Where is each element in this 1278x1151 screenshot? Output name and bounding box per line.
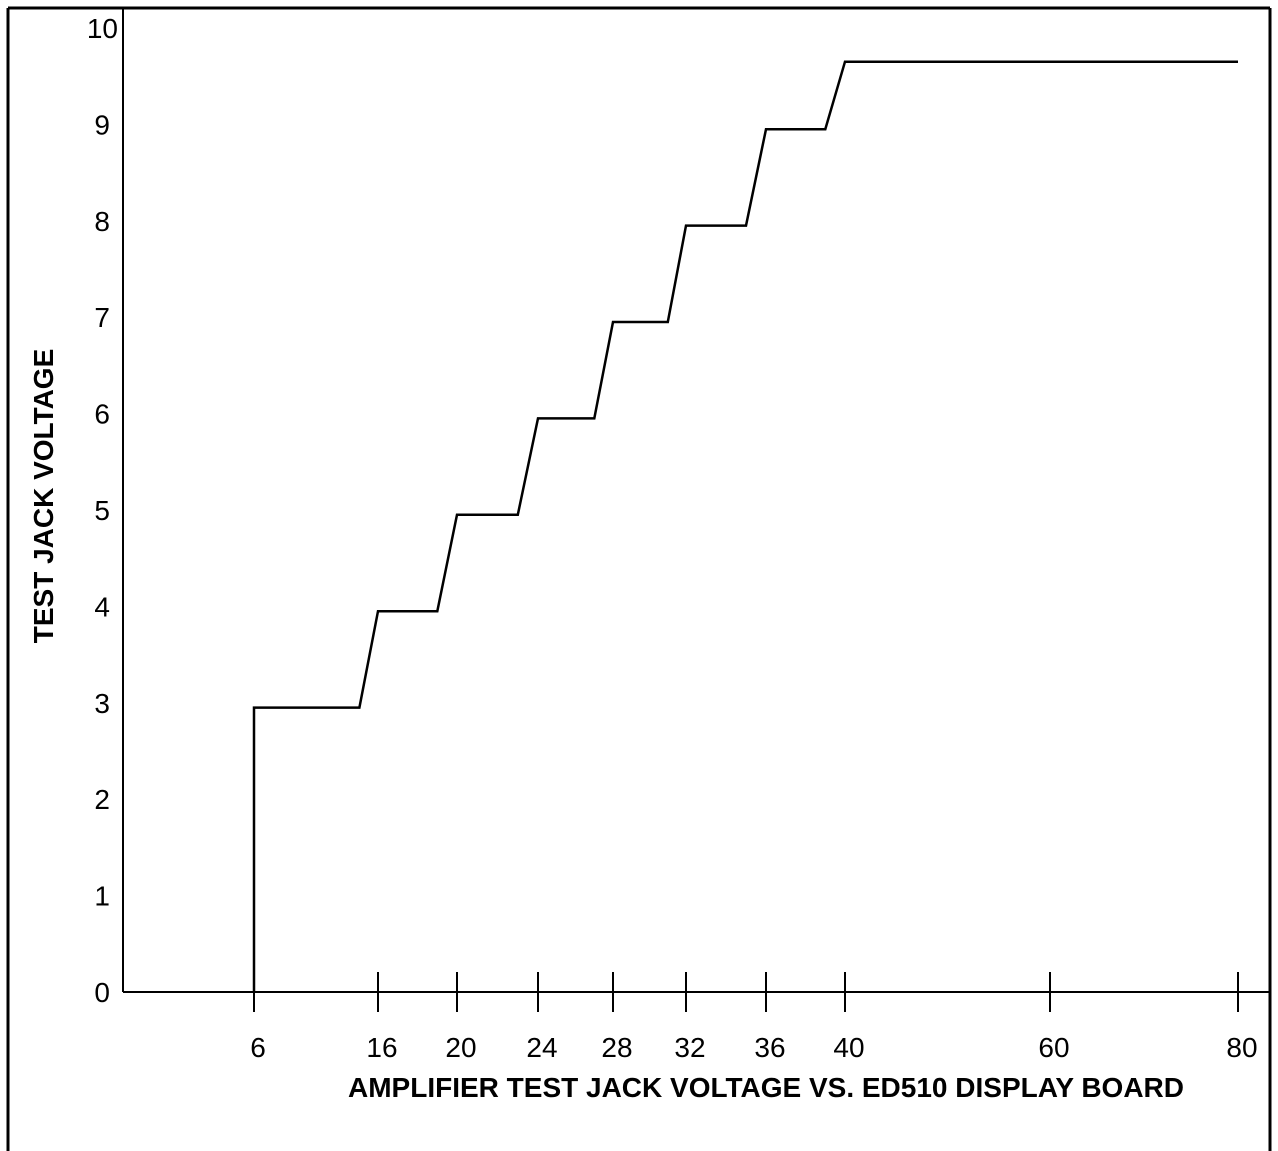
x-tick-label: 80 <box>1226 1032 1257 1063</box>
y-tick-label: 4 <box>94 591 110 622</box>
x-tick-label: 40 <box>833 1032 864 1063</box>
x-ticks: 6 16 20 24 28 32 36 40 60 80 <box>250 972 1258 1063</box>
x-tick-label: 6 <box>250 1032 266 1063</box>
y-tick-label: 2 <box>94 784 110 815</box>
y-tick-label: 10 <box>87 13 118 44</box>
y-tick-label: 8 <box>94 206 110 237</box>
y-tick-labels: 0 1 2 3 4 5 6 7 8 9 10 <box>87 13 118 1008</box>
y-tick-label: 7 <box>94 302 110 333</box>
x-axis-title: AMPLIFIER TEST JACK VOLTAGE VS. ED510 DI… <box>348 1072 1184 1103</box>
y-tick-label: 9 <box>94 109 110 140</box>
y-axis-title: TEST JACK VOLTAGE <box>28 349 59 644</box>
x-tick-label: 36 <box>754 1032 785 1063</box>
y-tick-label: 1 <box>94 881 110 912</box>
series-group <box>252 60 1238 992</box>
x-tick-label: 32 <box>674 1032 705 1063</box>
x-tick-label: 28 <box>601 1032 632 1063</box>
series-line <box>252 60 1238 992</box>
y-tick-label: 5 <box>94 495 110 526</box>
x-tick-label: 16 <box>366 1032 397 1063</box>
y-tick-label: 0 <box>94 977 110 1008</box>
x-tick-label: 24 <box>526 1032 557 1063</box>
x-tick-label: 20 <box>445 1032 476 1063</box>
x-tick-label: 60 <box>1038 1032 1069 1063</box>
y-tick-label: 6 <box>94 399 110 430</box>
y-tick-label: 3 <box>94 688 110 719</box>
